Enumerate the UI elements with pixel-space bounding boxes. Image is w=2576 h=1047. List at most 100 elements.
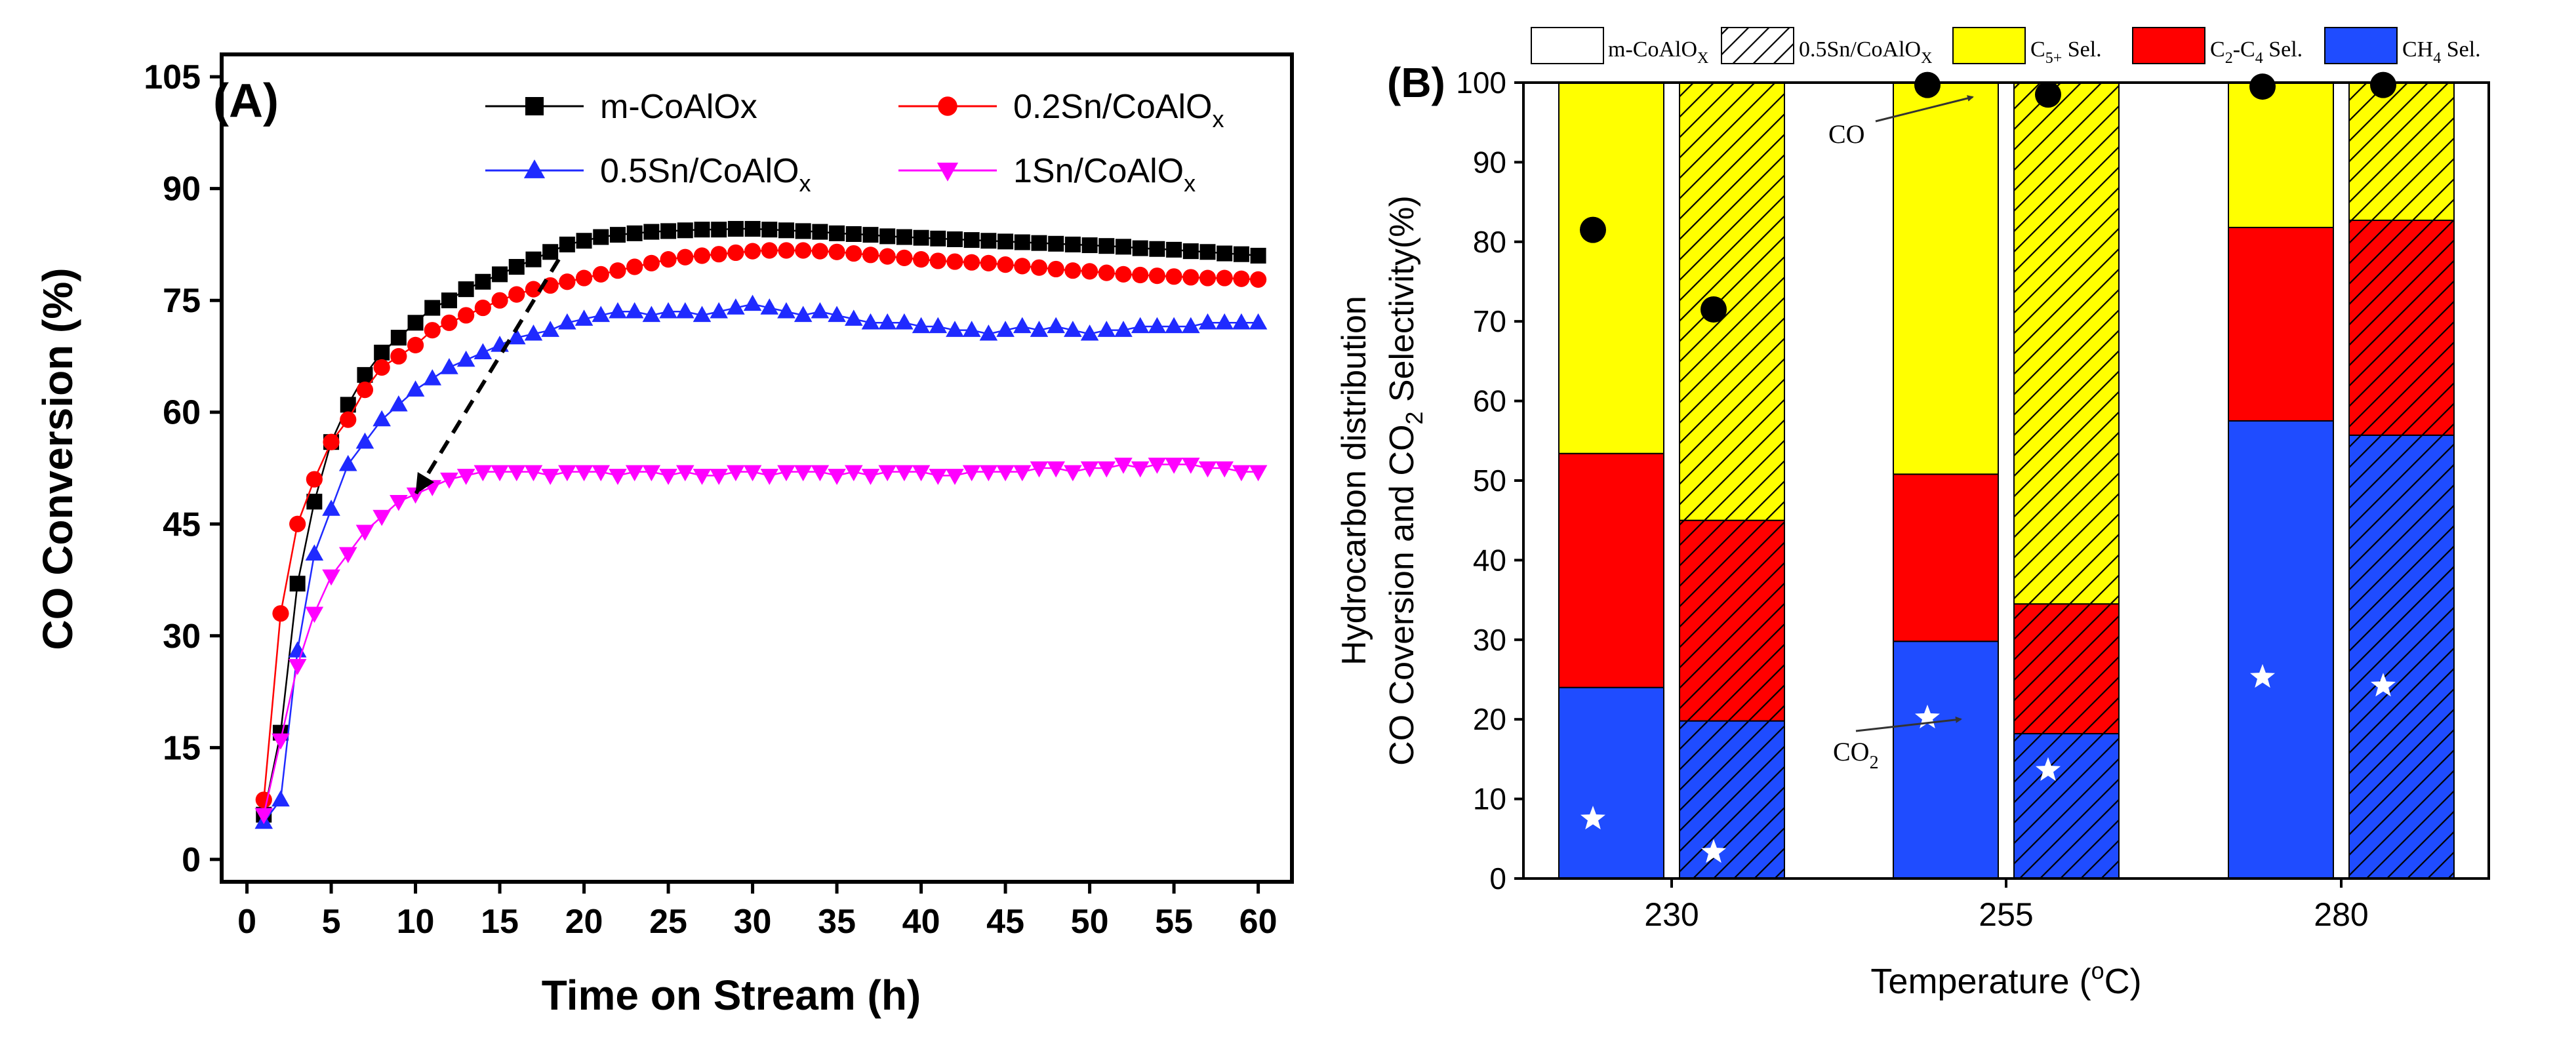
data-point: [1215, 313, 1234, 330]
data-point: [374, 344, 390, 361]
data-point: [845, 245, 862, 262]
data-point: [441, 314, 458, 331]
bar-hatch: [1680, 520, 1784, 721]
data-point: [524, 324, 543, 341]
panel-b-stacked-bar-chart: 0 10 20 30 40 50 60 70 80 90 100 230 255 280 (B) Temp…: [1335, 27, 2490, 1001]
co-conversion-point: [1701, 296, 1727, 323]
data-point: [558, 313, 576, 330]
data-point: [760, 298, 779, 315]
data-point: [373, 359, 390, 376]
x-tick-label: 255: [1979, 896, 2033, 933]
data-point: [743, 465, 762, 482]
data-point: [626, 225, 643, 241]
data-point: [761, 242, 778, 259]
data-point: [1166, 241, 1182, 258]
panel-b-points: [1580, 71, 2396, 863]
data-point: [1198, 461, 1217, 478]
data-point: [861, 469, 880, 485]
series-line: [263, 303, 1258, 823]
data-point: [1014, 258, 1031, 275]
data-point: [1165, 268, 1182, 285]
data-point: [1199, 269, 1217, 286]
data-point: [675, 302, 694, 319]
series-line: [263, 464, 1258, 815]
panel-a-plot-frame: [220, 52, 1294, 884]
y-tick-label: 0: [182, 841, 201, 879]
data-point: [694, 222, 710, 238]
data-point: [340, 411, 357, 428]
bar-c5-sel-280-m-coalox: [2228, 82, 2334, 228]
data-point: [727, 221, 744, 237]
data-point: [625, 302, 644, 319]
data-point: [1114, 321, 1133, 337]
co2-selectivity-point: [1580, 806, 1605, 830]
data-point: [1081, 263, 1098, 280]
data-point: [372, 410, 391, 427]
data-point: [912, 465, 931, 482]
panel-b-ticks: 0 10 20 30 40 50 60 70 80 90 100 230 255 280: [1456, 66, 2368, 933]
y-tick-label: 90: [1473, 145, 1506, 179]
data-point: [441, 292, 457, 309]
data-point: [693, 247, 711, 264]
panel-a-ticks: 0 5 10 15 20 25 30 35 40 45 50 55 60 0 15 30 45 60 75 90 105: [144, 58, 1277, 941]
data-point: [423, 369, 442, 385]
y-tick-label: 100: [1456, 66, 1506, 100]
data-point: [693, 469, 712, 485]
data-point: [643, 254, 660, 271]
data-point: [946, 469, 964, 485]
series-0-2sn-coalox: [255, 242, 1267, 808]
x-tick-label: 40: [902, 903, 940, 941]
co-point-label: CO: [1828, 119, 1865, 149]
panel-b-label: (B): [1387, 59, 1445, 106]
data-point: [592, 266, 609, 283]
series-0-5sn-coalox: [254, 294, 1268, 829]
y-tick-label: 45: [163, 505, 201, 543]
data-point: [406, 380, 425, 397]
data-point: [946, 231, 963, 247]
data-point: [289, 576, 306, 592]
data-point: [338, 547, 357, 564]
data-point: [878, 313, 896, 330]
legend-marker: [525, 97, 544, 115]
data-point: [1249, 271, 1267, 288]
co2-selectivity-point: [1915, 704, 1940, 728]
data-point: [1097, 461, 1116, 478]
data-point: [845, 226, 862, 243]
data-point: [727, 244, 744, 262]
bar-ch4-sel-230-m-coalox: [1558, 686, 1664, 879]
data-point: [727, 298, 745, 315]
data-point: [491, 465, 509, 482]
data-point: [812, 224, 828, 240]
data-point: [896, 249, 913, 266]
data-point: [710, 302, 728, 319]
data-point: [1131, 317, 1150, 334]
data-point: [491, 292, 508, 309]
data-point: [929, 317, 948, 334]
data-point: [1064, 465, 1082, 482]
bar-hatch: [1680, 721, 1784, 879]
data-point: [1048, 235, 1064, 252]
data-point: [1064, 321, 1082, 337]
data-point: [929, 469, 948, 485]
y-tick-label: 60: [163, 394, 201, 432]
x-tick-label: 15: [481, 903, 519, 941]
bar-hatch: [2349, 83, 2454, 221]
data-point: [541, 321, 559, 337]
series-m-coalox: [256, 221, 1266, 823]
data-point: [997, 256, 1014, 273]
data-point: [1199, 244, 1216, 260]
legend-label-ch4: CH4 Sel.: [2402, 37, 2481, 67]
data-point: [406, 487, 425, 504]
panel-a-xlabel: Time on Stream (h): [542, 972, 921, 1019]
data-point: [642, 306, 661, 323]
data-point: [895, 465, 914, 482]
legend-item-1sn-coalox: 1Sn/CoAlOx: [898, 152, 1196, 197]
data-point: [508, 259, 525, 275]
data-point: [390, 330, 407, 346]
data-point: [609, 227, 626, 243]
y-tick-label: 15: [163, 729, 201, 767]
data-point: [1249, 313, 1268, 330]
data-point: [1233, 246, 1249, 262]
data-point: [1148, 317, 1167, 334]
legend-marker: [938, 96, 957, 116]
